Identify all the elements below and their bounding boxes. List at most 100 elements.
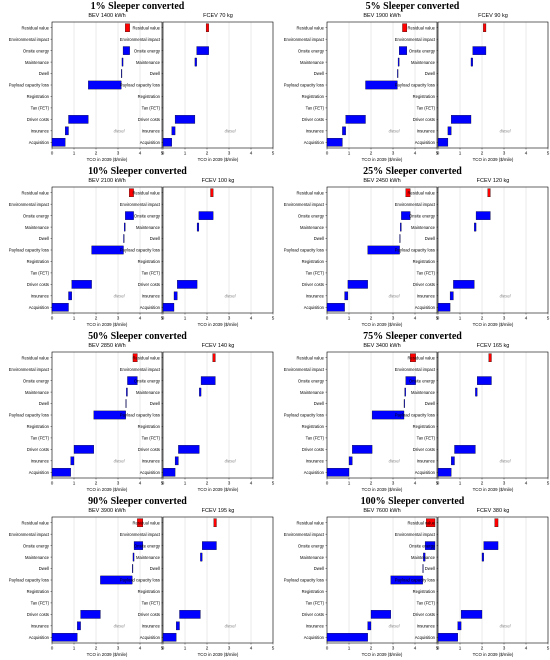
group-title: 90% Sleeper converted — [88, 496, 187, 507]
category-label: Residual value — [133, 190, 161, 195]
bar-onsite-energy — [472, 46, 487, 55]
category-label: Maintenance — [25, 390, 50, 395]
category-label: Dwell — [425, 566, 435, 571]
bar-insurance — [367, 621, 372, 631]
x-tick-label: 1 — [459, 646, 462, 651]
category-label: Driver costs — [413, 612, 435, 617]
bar-residual-value — [402, 23, 408, 33]
category-label: Residual value — [297, 355, 325, 360]
category-label: Insurance — [306, 294, 325, 299]
bar-driver-costs — [451, 115, 472, 124]
category-label: Environmental impact — [120, 532, 161, 537]
category-label: Insurance — [417, 459, 436, 464]
x-tick-label: 1 — [184, 646, 187, 651]
category-label: Driver costs — [138, 282, 160, 287]
panel-title: BEV 7600 kWh — [363, 508, 400, 514]
category-label: Onsite energy — [298, 543, 325, 548]
category-label: Insurance — [417, 294, 436, 299]
category-label: Acquisition — [29, 305, 50, 310]
bar-residual-value — [426, 518, 436, 528]
category-label: Maintenance — [136, 555, 161, 560]
x-tick-label: 3 — [228, 646, 231, 651]
category-label: Acquisition — [304, 635, 325, 640]
x-tick-label: 4 — [414, 151, 417, 156]
x-tick-label: 0 — [162, 646, 165, 651]
x-tick-label: 1 — [73, 646, 76, 651]
panel-title: FCEV 90 kg — [478, 13, 508, 19]
category-label: Insurance — [417, 129, 436, 134]
panel-title: FCEV 100 kg — [202, 178, 235, 184]
x-tick-label: 3 — [117, 151, 120, 156]
category-label: Tax (FET) — [142, 271, 161, 276]
bar-acquisition — [51, 632, 78, 642]
axes-frame — [437, 186, 549, 314]
diesel-label: diesel — [225, 293, 237, 298]
waterfall-panel: FCEV 195 kg Residual value Environmental i… — [120, 508, 275, 657]
category-label: Payload capacity loss — [9, 578, 49, 583]
category-label: Tax (FET) — [31, 601, 50, 606]
bar-acquisition — [162, 632, 177, 642]
axes-frame — [437, 516, 549, 644]
category-label: Dwell — [425, 71, 435, 76]
waterfall-panel: BEV 2100 kWh Residual value Environmental … — [9, 178, 164, 327]
bar-dwell — [397, 69, 399, 78]
panel-title: BEV 2850 kWh — [88, 343, 125, 349]
x-tick-label: 1 — [73, 481, 76, 486]
category-label: Residual value — [408, 25, 436, 30]
category-label: Onsite energy — [134, 543, 161, 548]
category-label: Driver costs — [27, 117, 49, 122]
x-tick-label: 4 — [525, 316, 528, 321]
bar-acquisition — [162, 137, 172, 147]
group-title: 100% Sleeper converted — [360, 496, 465, 507]
bar-payload-capacity-loss — [91, 245, 124, 255]
category-label: Tax (FET) — [306, 106, 325, 111]
bar-payload-capacity-loss — [88, 80, 122, 90]
x-tick-label: 4 — [250, 316, 253, 321]
bar-driver-costs — [179, 610, 201, 619]
x-tick-label: 3 — [503, 646, 506, 651]
category-label: Insurance — [31, 624, 50, 629]
category-label: Tax (FET) — [31, 106, 50, 111]
diesel-label: diesel — [500, 458, 512, 463]
group-title: 5% Sleeper converted — [365, 1, 460, 12]
x-tick-label: 5 — [161, 481, 164, 486]
axes-frame — [162, 21, 274, 149]
category-label: Driver costs — [413, 282, 435, 287]
category-label: Onsite energy — [409, 378, 436, 383]
x-axis-label: TCO in 2039 ($/mile) — [87, 652, 128, 657]
waterfall-panel: FCEV 165 kg Residual value Environmental i… — [395, 343, 550, 492]
x-axis-label: TCO in 2039 ($/mile) — [473, 487, 514, 492]
category-label: Insurance — [142, 624, 161, 629]
category-label: Dwell — [39, 71, 49, 76]
category-label: Dwell — [150, 566, 160, 571]
waterfall-panel: BEV 2450 kWh Residual value Environmental … — [284, 178, 439, 327]
bar-insurance — [348, 456, 353, 466]
panel-title: BEV 1400 kWh — [88, 13, 125, 19]
bar-onsite-energy — [198, 211, 214, 220]
category-label: Onsite energy — [134, 213, 161, 218]
bar-acquisition — [437, 302, 451, 312]
category-label: Payload capacity loss — [284, 248, 324, 253]
waterfall-panel: FCEV 70 kg Residual value Environmental im… — [120, 13, 275, 162]
panel-title: FCEV 165 kg — [477, 343, 510, 349]
x-tick-label: 5 — [547, 151, 550, 156]
category-label: Payload capacity loss — [284, 413, 324, 418]
bar-maintenance — [132, 552, 135, 562]
x-tick-label: 1 — [73, 151, 76, 156]
bar-driver-costs — [347, 280, 368, 289]
diesel-label: diesel — [389, 293, 401, 298]
bar-onsite-energy — [196, 46, 209, 55]
bar-insurance — [449, 291, 454, 301]
bar-maintenance — [199, 387, 202, 397]
x-tick-label: 0 — [437, 316, 440, 321]
category-label: Acquisition — [415, 470, 436, 475]
category-label: Insurance — [142, 294, 161, 299]
bar-maintenance — [194, 57, 197, 67]
category-label: Payload capacity loss — [9, 248, 49, 253]
x-tick-label: 0 — [326, 316, 329, 321]
category-label: Residual value — [408, 190, 436, 195]
x-axis-label: TCO in 2039 ($/mile) — [198, 487, 239, 492]
category-label: Registration — [138, 259, 161, 264]
category-label: Registration — [302, 424, 325, 429]
bar-acquisition — [326, 632, 368, 642]
